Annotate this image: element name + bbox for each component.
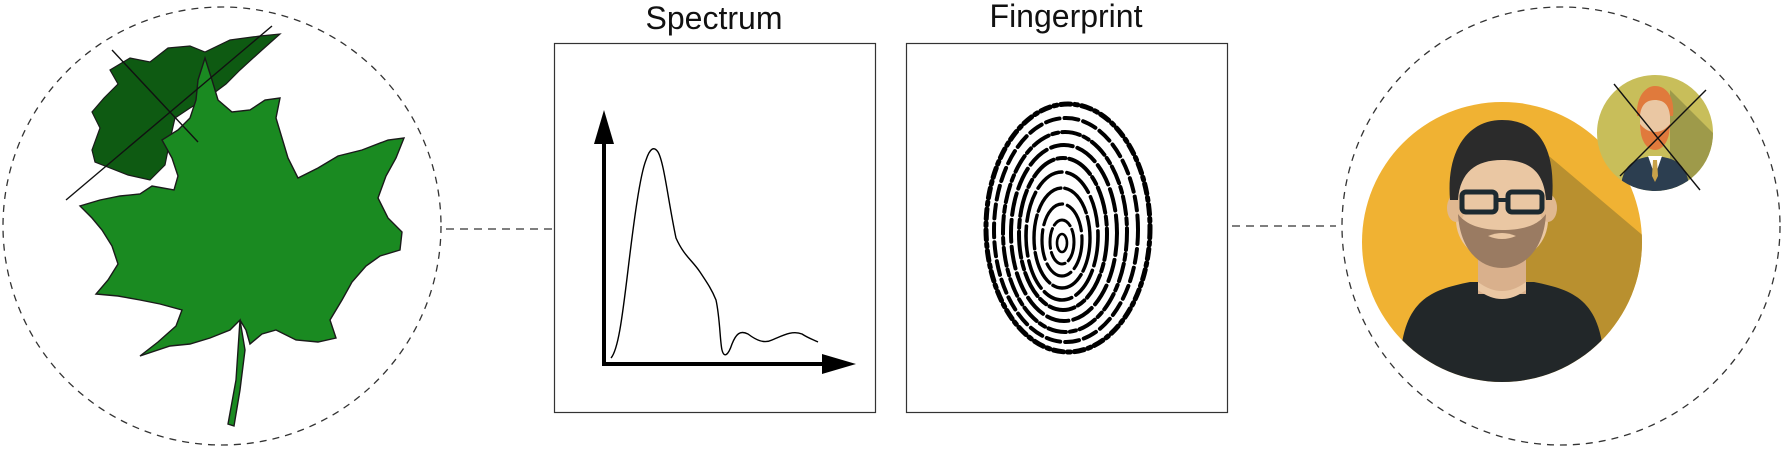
left-circle — [2, 6, 442, 446]
fingerprint-title: Fingerprint — [989, 0, 1143, 34]
leaf-cross-line-1 — [65, 25, 273, 201]
maple-leaf-icon — [78, 55, 406, 427]
spectrum-plot-icon — [594, 110, 856, 374]
fingerprint-icon — [983, 101, 1153, 355]
spectrum-title: Spectrum — [645, 0, 783, 36]
fingerprint-box — [905, 42, 1229, 414]
leaf-cross-line-2 — [111, 49, 199, 143]
right-circle — [1341, 6, 1781, 446]
spectrum-box — [553, 42, 877, 414]
crossed-leaf-icon — [91, 33, 282, 181]
